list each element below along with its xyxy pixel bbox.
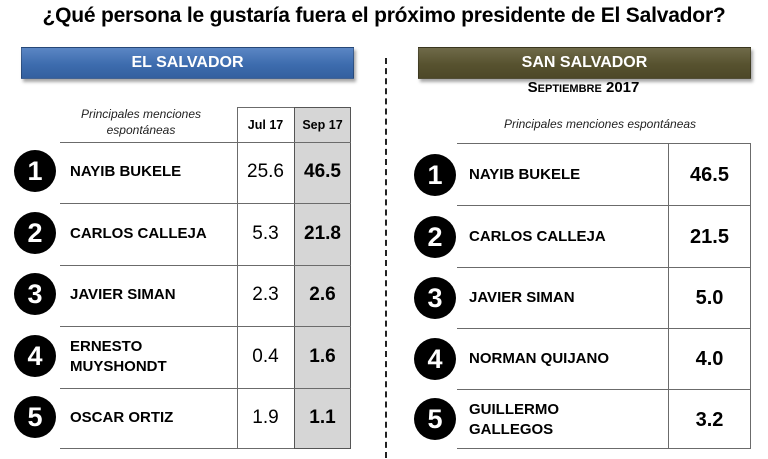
candidate-name: CARLOS CALLEJA <box>70 225 207 242</box>
candidate-name: CARLOS CALLEJA <box>469 228 606 245</box>
value-sep-2017: 5.0 <box>695 286 724 309</box>
left-grid-line <box>294 203 351 204</box>
right-note: Principales menciones espontáneas <box>503 117 697 131</box>
right-grid-line <box>750 143 751 449</box>
candidate-name: ERNESTO MUYSHONDT <box>70 338 167 375</box>
left-grid-line <box>237 107 294 108</box>
left-grid-line <box>294 265 351 266</box>
rank-badge: 2 <box>414 216 456 258</box>
value-jul: 25.6 <box>247 161 284 182</box>
value-sep-2017: 3.2 <box>695 408 724 431</box>
value-jul: 2.3 <box>252 284 279 305</box>
right-grid-line <box>457 205 751 206</box>
rank-badge: 1 <box>14 150 56 192</box>
left-grid-line <box>294 388 351 389</box>
value-sep: 1.1 <box>309 407 336 428</box>
right-grid-line <box>457 448 751 449</box>
value-sep: 46.5 <box>304 161 341 182</box>
rank-badge: 2 <box>14 212 56 254</box>
right-grid-line <box>668 143 669 449</box>
value-sep: 1.6 <box>309 346 336 367</box>
value-sep: 2.6 <box>309 284 336 305</box>
rank-badge: 3 <box>14 273 56 315</box>
left-grid-line <box>294 326 351 327</box>
right-grid-line <box>457 389 751 390</box>
page-title: ¿Qué persona le gustaría fuera el próxim… <box>42 4 726 27</box>
left-grid-line <box>60 388 294 389</box>
value-jul: 0.4 <box>252 346 279 367</box>
candidate-name: JAVIER SIMAN <box>70 286 176 303</box>
rank-badge: 3 <box>414 277 456 319</box>
candidate-name: NAYIB BUKELE <box>469 166 581 183</box>
left-grid-line <box>60 265 294 266</box>
col-header-sep: Sep 17 <box>302 118 343 132</box>
left-grid-line <box>60 203 294 204</box>
value-sep-2017: 46.5 <box>690 163 729 186</box>
sep-column-highlight <box>294 107 351 449</box>
candidate-name: OSCAR ORTIZ <box>70 409 174 426</box>
left-note: Principales menciones espontáneas <box>80 107 202 137</box>
value-sep-2017: 4.0 <box>695 347 724 370</box>
rank-badge: 5 <box>414 398 456 440</box>
left-grid-line <box>60 326 294 327</box>
value-jul: 5.3 <box>252 223 279 244</box>
right-grid-line <box>457 328 751 329</box>
candidate-name: JAVIER SIMAN <box>469 289 575 306</box>
panel-divider <box>385 58 387 458</box>
left-grid-line <box>294 142 351 143</box>
value-jul: 1.9 <box>252 407 279 428</box>
rank-badge: 4 <box>14 335 56 377</box>
right-grid-line <box>457 143 751 144</box>
right-grid-line <box>457 267 751 268</box>
left-grid-line <box>60 448 294 449</box>
candidate-name: NORMAN QUIJANO <box>469 350 610 367</box>
rank-badge: 5 <box>14 396 56 438</box>
rank-badge: 1 <box>414 154 456 196</box>
rank-badge: 4 <box>414 338 456 380</box>
left-grid-line <box>60 142 294 143</box>
left-banner: EL SALVADOR <box>21 47 354 79</box>
left-grid-line <box>237 107 238 449</box>
period-label: Septiembre 2017 <box>527 79 640 96</box>
right-banner: SAN SALVADOR <box>418 47 751 79</box>
value-sep-2017: 21.5 <box>690 225 729 248</box>
value-sep: 21.8 <box>304 223 341 244</box>
candidate-name: NAYIB BUKELE <box>70 163 182 180</box>
candidate-name: GUILLERMO GALLEGOS <box>469 401 559 438</box>
col-header-jul: Jul 17 <box>247 118 284 132</box>
